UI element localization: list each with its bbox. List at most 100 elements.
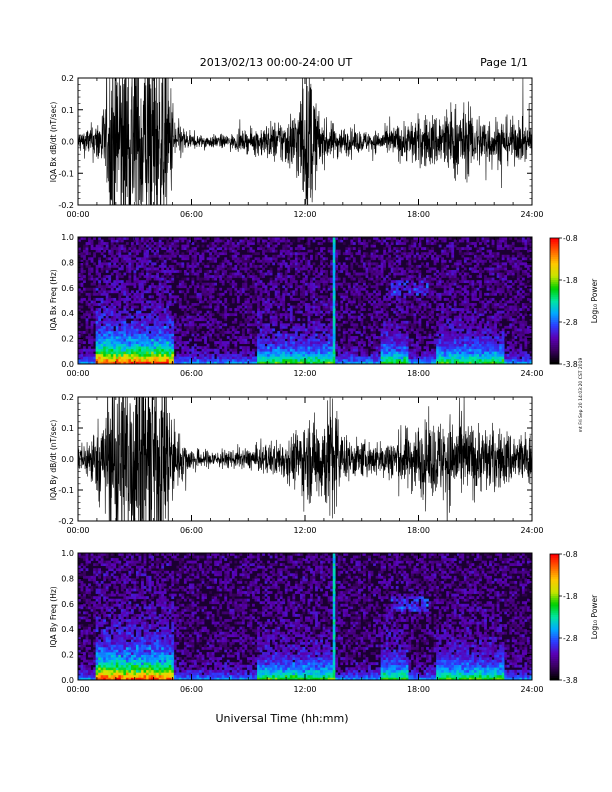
spectrogram-cell [110, 358, 114, 362]
spectrogram-cell [158, 313, 162, 317]
spectrogram-cell [310, 348, 313, 352]
spectrogram-cell [118, 297, 122, 301]
spectrogram-cell [201, 351, 205, 355]
spectrogram-cell [340, 313, 344, 317]
spectrogram-cell [241, 287, 245, 291]
spectrogram-cell [302, 313, 306, 317]
spectrogram-cell [347, 361, 351, 365]
spectrogram-cell [241, 275, 245, 278]
spectrogram-cell [254, 287, 258, 291]
spectrogram-cell [161, 333, 165, 337]
spectrogram-cell [259, 237, 263, 240]
spectrogram-cell [186, 290, 190, 294]
spectrogram-cell [151, 358, 154, 362]
spectrogram-cell [120, 323, 124, 327]
spectrogram-cell [231, 275, 235, 278]
spectrogram-cell [141, 346, 144, 350]
spectrogram-cell [209, 356, 212, 360]
spectrogram-cell [171, 303, 175, 306]
spectrogram-cell [171, 330, 175, 334]
spectrogram-cell [130, 247, 134, 250]
spectrogram-cell [224, 356, 228, 360]
spectrogram-cell [183, 313, 187, 317]
spectrogram-cell [244, 320, 248, 324]
spectrogram-cell [330, 338, 334, 342]
spectrogram-cell [267, 323, 270, 327]
spectrogram-cell [78, 341, 81, 344]
spectrogram-cell [204, 358, 207, 362]
spectrogram-cell [153, 300, 157, 304]
spectrogram-cell [143, 239, 147, 243]
spectrogram-cell [88, 237, 91, 240]
spectrogram-cell [312, 290, 316, 294]
spectrogram-cell [123, 282, 127, 286]
spectrogram-cell [138, 249, 142, 253]
spectrogram-cell [395, 305, 399, 309]
spectrogram-cell [433, 333, 437, 337]
spectrogram-cell [103, 267, 107, 271]
spectrogram-cell [317, 361, 321, 365]
spectrogram-cell [161, 264, 165, 268]
spectrogram-cell [289, 277, 293, 281]
spectrogram-cell [378, 356, 381, 360]
spectrogram-cell [136, 290, 139, 294]
spectrogram-cell [355, 252, 359, 256]
spectrogram-cell [219, 313, 223, 317]
spectrogram-cell [330, 358, 334, 362]
spectrogram-cell [332, 330, 336, 334]
spectrogram-cell [257, 315, 260, 319]
spectrogram-cell [204, 275, 207, 278]
spectrogram-cell [302, 254, 306, 258]
spectrogram-cell [398, 262, 402, 266]
spectrogram-cell [161, 318, 165, 322]
spectrogram-cell [249, 254, 253, 258]
spectrogram-cell [110, 356, 114, 360]
spectrogram-cell [115, 237, 119, 240]
spectrogram-cell [264, 341, 268, 344]
spectrogram-cell [335, 287, 339, 291]
spectrogram-cell [277, 305, 281, 309]
spectrogram-cell [355, 361, 359, 365]
spectrogram-cell [100, 305, 104, 309]
spectrogram-cell [214, 239, 218, 243]
spectrogram-cell [133, 259, 137, 263]
spectrogram-cell [400, 242, 404, 245]
spectrogram-cell [216, 356, 220, 360]
spectrogram-cell [370, 262, 374, 266]
spectrogram-cell [93, 310, 96, 314]
spectrogram-cell [98, 330, 101, 334]
spectrogram-cell [78, 308, 81, 311]
spectrogram-cell [221, 259, 225, 263]
spectrogram-cell [98, 308, 101, 311]
spectrogram-cell [393, 346, 397, 350]
spectrogram-cell [405, 272, 409, 276]
spectrogram-cell [332, 323, 336, 327]
spectrogram-cell [448, 348, 452, 352]
spectrogram-cell [224, 353, 228, 357]
spectrogram-cell [257, 270, 260, 273]
spectrogram-cell [128, 270, 132, 273]
spectrogram-cell [90, 267, 94, 271]
spectrogram-cell [194, 272, 197, 276]
spectrogram-cell [209, 244, 212, 248]
spectrogram-cell [153, 305, 157, 309]
spectrogram-cell [380, 343, 384, 347]
spectrogram-cell [136, 292, 139, 296]
spectrogram-cell [317, 272, 321, 276]
spectrogram-cell [284, 252, 288, 256]
spectrogram-cell [368, 358, 371, 362]
spectrogram-cell [307, 242, 311, 245]
spectrogram-cell [426, 285, 429, 289]
spectrogram-cell [168, 338, 172, 342]
spectrogram-cell [90, 343, 94, 347]
spectrogram-cell [113, 336, 117, 339]
spectrogram-cell [105, 313, 109, 317]
spectrogram-cell [350, 358, 354, 362]
spectrogram-cell [395, 356, 399, 360]
spectrogram-cell [284, 272, 288, 276]
spectrogram-cell [433, 239, 437, 243]
spectrogram-cell [239, 305, 243, 309]
spectrogram-cell [284, 346, 288, 350]
spectrogram-cell [136, 267, 139, 271]
spectrogram-cell [400, 267, 404, 271]
